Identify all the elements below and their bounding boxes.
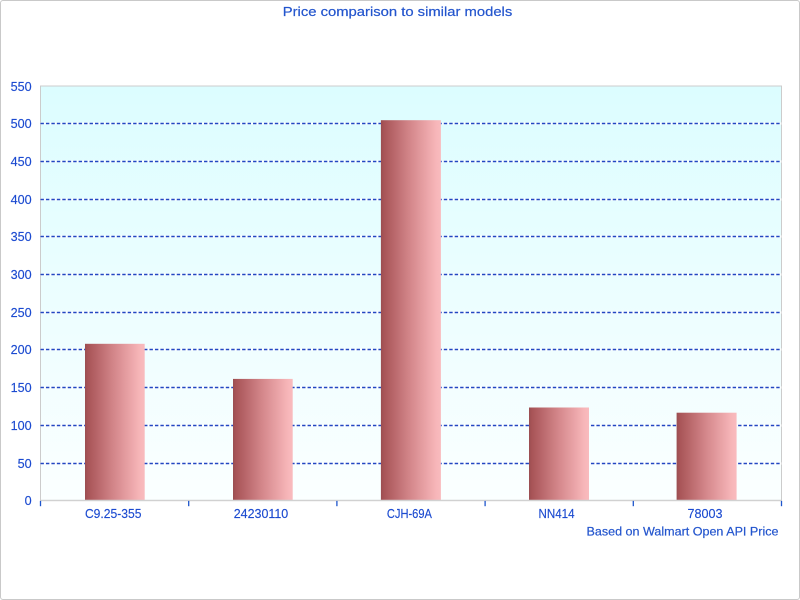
svg-text:0: 0	[25, 494, 32, 508]
svg-text:250: 250	[11, 306, 32, 320]
svg-text:500: 500	[11, 117, 32, 131]
svg-text:450: 450	[11, 155, 32, 169]
svg-text:C9.25-355: C9.25-355	[85, 507, 142, 521]
svg-text:CJH-69A: CJH-69A	[387, 507, 433, 521]
svg-text:Based on Walmart Open API Pric: Based on Walmart Open API Price	[587, 525, 779, 539]
svg-text:50: 50	[18, 457, 32, 471]
svg-text:100: 100	[11, 419, 32, 433]
svg-text:NN414: NN414	[539, 507, 575, 521]
svg-text:200: 200	[11, 343, 32, 357]
svg-text:150: 150	[11, 381, 32, 395]
svg-text:550: 550	[11, 80, 32, 94]
svg-text:300: 300	[11, 268, 32, 282]
svg-text:24230110: 24230110	[234, 507, 289, 521]
svg-text:350: 350	[11, 230, 32, 244]
svg-text:78003: 78003	[688, 507, 723, 521]
svg-text:Price comparison to similar mo: Price comparison to similar models	[283, 5, 513, 19]
svg-text:400: 400	[11, 193, 32, 207]
